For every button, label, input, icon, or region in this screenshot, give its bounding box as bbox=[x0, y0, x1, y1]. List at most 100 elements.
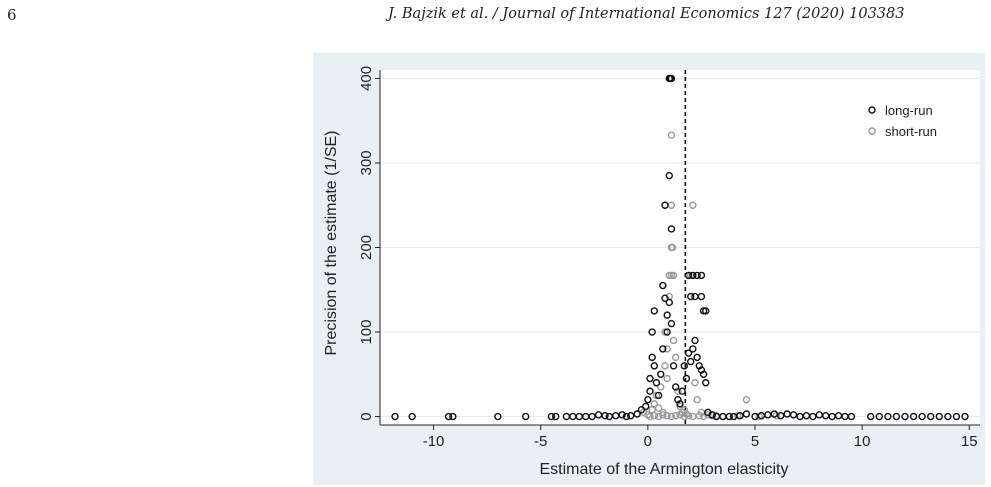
scatter-point bbox=[736, 412, 744, 420]
scatter-point bbox=[884, 412, 892, 421]
long-run-series bbox=[391, 74, 969, 421]
x-tick-label: -10 bbox=[423, 433, 445, 450]
scatter-point bbox=[742, 395, 751, 404]
x-axis-title: Estimate of the Armington elasticity bbox=[540, 461, 789, 478]
gridlines bbox=[380, 77, 980, 418]
scatter-point bbox=[676, 400, 684, 408]
scatter-point bbox=[449, 412, 457, 421]
scatter-point bbox=[654, 404, 663, 412]
legend: long-run short-run bbox=[868, 103, 937, 139]
scatter-point bbox=[552, 412, 560, 421]
scatter-point bbox=[944, 412, 952, 421]
x-tick-label: 10 bbox=[854, 433, 871, 450]
page-number: 6 bbox=[7, 6, 17, 24]
scatter-point bbox=[684, 412, 693, 420]
scatter-point bbox=[892, 412, 901, 421]
scatter-point bbox=[742, 410, 751, 418]
scatter-point bbox=[494, 412, 502, 421]
scatter-point bbox=[650, 362, 658, 370]
scatter-point bbox=[901, 412, 909, 421]
scatter-point bbox=[918, 412, 926, 421]
scatter-point bbox=[661, 294, 669, 302]
scatter-point bbox=[644, 395, 652, 404]
scatter-point bbox=[408, 412, 416, 421]
running-header: J. Bajzik et al. / Journal of Internatio… bbox=[388, 6, 905, 22]
scatter-point bbox=[650, 307, 658, 315]
scatter-point bbox=[702, 379, 710, 387]
scatter-point bbox=[665, 298, 673, 307]
y-tick-label: 300 bbox=[358, 150, 375, 175]
scatter-point bbox=[646, 387, 654, 395]
scatter-point bbox=[659, 411, 667, 419]
scatter-point bbox=[668, 243, 677, 252]
scatter-point bbox=[935, 412, 943, 421]
y-tick-label: 400 bbox=[358, 66, 375, 91]
scatter-point bbox=[663, 412, 671, 420]
scatter-point bbox=[657, 383, 665, 391]
scatter-point bbox=[699, 412, 708, 421]
scatter-point bbox=[657, 370, 665, 378]
scatter-point bbox=[680, 362, 688, 370]
scatter-point bbox=[680, 412, 688, 421]
legend-label-long-run: long-run bbox=[885, 103, 933, 118]
y-tick-label: 0 bbox=[358, 412, 375, 420]
scatter-point bbox=[669, 362, 678, 370]
legend-label-short-run: short-run bbox=[885, 124, 937, 139]
scatter-point bbox=[725, 412, 733, 421]
scatter-point bbox=[588, 412, 596, 421]
scatter-point bbox=[652, 379, 661, 387]
scatter-point bbox=[682, 374, 691, 383]
scatter-point bbox=[650, 400, 658, 408]
scatter-point bbox=[654, 412, 663, 421]
scatter-point bbox=[687, 292, 695, 301]
scatter-point bbox=[697, 292, 706, 301]
scatter-point bbox=[667, 319, 676, 328]
scatter-point bbox=[642, 402, 650, 411]
scatter-point bbox=[770, 410, 778, 418]
x-tick-label: -5 bbox=[534, 433, 547, 450]
scatter-point bbox=[667, 225, 676, 233]
scatter-point bbox=[699, 370, 708, 378]
scatter-chart: 0 100 200 300 400 -10 -5 0 5 10 15 Estimate of the… bbox=[323, 66, 980, 478]
axes bbox=[375, 70, 980, 430]
scatter-point bbox=[708, 411, 716, 419]
scatter-point bbox=[693, 395, 701, 404]
scatter-point bbox=[693, 353, 701, 362]
tick-labels: 0 100 200 300 400 -10 -5 0 5 10 15 bbox=[358, 66, 978, 450]
scatter-point bbox=[648, 353, 656, 362]
scatter-point bbox=[667, 131, 676, 139]
scatter-point bbox=[547, 412, 556, 421]
scatter-point bbox=[689, 345, 697, 353]
scatter-point bbox=[444, 412, 453, 421]
scatter-point bbox=[627, 412, 635, 420]
scatter-point bbox=[875, 412, 883, 421]
scatter-point bbox=[663, 345, 671, 353]
legend-marker-long-run bbox=[868, 106, 876, 114]
scatter-point bbox=[646, 374, 654, 383]
scatter-point bbox=[695, 412, 703, 420]
scatter-point bbox=[669, 271, 678, 280]
scatter-point bbox=[952, 412, 961, 421]
scatter-point bbox=[676, 411, 684, 419]
scatter-point bbox=[687, 357, 695, 366]
scatter-point bbox=[601, 412, 609, 420]
scatter-point bbox=[646, 412, 654, 421]
scatter-point bbox=[633, 410, 641, 418]
scatter-point bbox=[672, 412, 680, 420]
scatter-point bbox=[809, 412, 817, 421]
figure-panel: 0 100 200 300 400 -10 -5 0 5 10 15 Estimate of the… bbox=[313, 53, 985, 485]
scatter-point bbox=[663, 328, 671, 336]
scatter-point bbox=[661, 362, 669, 370]
scatter-point bbox=[847, 412, 856, 421]
scatter-point bbox=[691, 379, 699, 387]
scatter-point bbox=[618, 411, 626, 419]
scatter-point bbox=[867, 412, 875, 421]
scatter-point bbox=[789, 411, 798, 419]
scatter-point bbox=[669, 336, 678, 345]
scatter-point bbox=[650, 412, 658, 420]
scatter-point bbox=[691, 336, 699, 345]
scatter-point bbox=[659, 345, 667, 353]
scatter-point bbox=[684, 271, 693, 280]
scatter-point bbox=[684, 349, 693, 357]
scatter-point bbox=[961, 412, 969, 421]
